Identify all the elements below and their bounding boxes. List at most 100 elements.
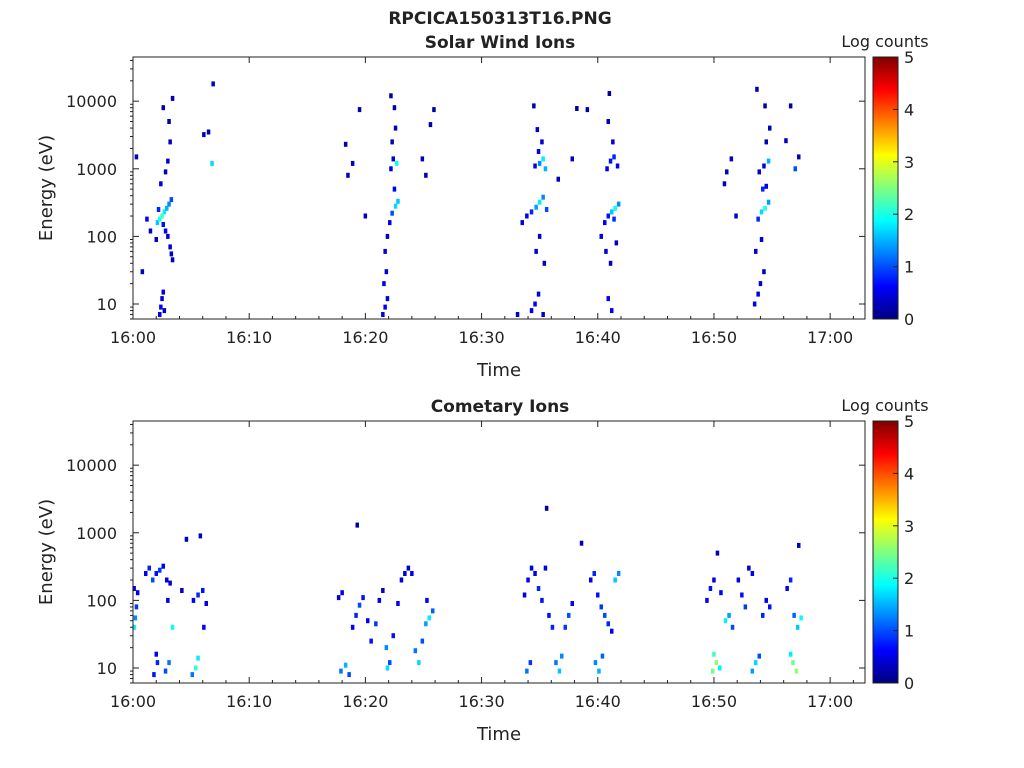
heatmap-cell (155, 220, 160, 226)
heatmap-cell (603, 220, 607, 226)
heatmap-cell (191, 597, 196, 603)
heatmap-cell (166, 158, 170, 164)
heatmap-cell (169, 197, 174, 203)
heatmap-cell (612, 216, 616, 222)
heatmap-cell (754, 248, 758, 254)
heatmap-cell (533, 301, 537, 307)
heatmap-cell (795, 624, 800, 630)
heatmap-cell (210, 160, 214, 166)
heatmap-cell (750, 668, 755, 674)
heatmap-cell (363, 213, 368, 219)
heatmap-cell (410, 571, 414, 576)
heatmap-cell (563, 624, 567, 630)
x-tick-label: 16:40 (575, 692, 621, 711)
heatmap-cell (529, 565, 534, 571)
heatmap-cell (550, 624, 555, 630)
heatmap-cell (425, 597, 429, 603)
heatmap-cell (788, 577, 793, 583)
heatmap-cell (722, 181, 727, 187)
heatmap-cell (719, 590, 723, 596)
colorbar-tick-label: 1 (904, 258, 914, 277)
heatmap-cell (390, 210, 394, 216)
heatmap-cell (354, 612, 358, 618)
heatmap-cell (705, 597, 709, 603)
heatmap-cell (381, 312, 385, 317)
heatmap-cell (167, 660, 171, 666)
heatmap-cell (768, 604, 772, 610)
heatmap-cell (616, 571, 621, 576)
heatmap-cell (579, 540, 584, 546)
heatmap-cell (615, 163, 620, 169)
heatmap-cell (343, 662, 348, 668)
heatmap-cell (606, 213, 610, 219)
heatmap-cell (154, 651, 158, 657)
heatmap-cell (543, 166, 548, 172)
heatmap-cell (152, 672, 156, 678)
colorbar: Log counts 0 1 2 3 4 5 (841, 396, 928, 693)
heatmap-cell (596, 592, 600, 598)
heatmap-cell (167, 201, 171, 207)
heatmap-cell (165, 205, 169, 211)
heatmap-cell (383, 248, 387, 254)
heatmap-cell (428, 122, 433, 128)
heatmap-cell (392, 105, 397, 111)
heatmap-cell (600, 653, 605, 659)
heatmap-cell (406, 565, 411, 571)
heatmap-cell (537, 160, 542, 166)
x-tick-label: 16:20 (342, 328, 388, 347)
heatmap-cell (163, 668, 168, 674)
y-tick-label: 10 (97, 295, 117, 314)
heatmap-cell (515, 312, 520, 317)
heatmap-cell (610, 308, 614, 314)
cometary-ions-panel: Cometary Ions 16:00 16:10 16:20 16:30 16:40 1… (36, 396, 929, 745)
heatmap-cell (369, 638, 373, 644)
heatmap-cell (616, 201, 621, 207)
heatmap-cell (169, 251, 174, 257)
heatmap-cell (162, 209, 167, 215)
x-axis-ticks: 16:00 16:10 16:20 16:30 16:40 16:50 17:00 (110, 57, 854, 347)
colorbar-label: Log counts (841, 32, 928, 51)
heatmap-cell (168, 139, 172, 145)
y-tick-label: 100 (86, 591, 117, 610)
heatmap-cell (417, 660, 421, 666)
heatmap-cell (381, 588, 385, 593)
heatmap-cell (761, 612, 765, 618)
heatmap-cell (391, 156, 395, 162)
heatmap-cell (613, 205, 617, 211)
colorbar-gradient (872, 420, 899, 684)
heatmap-cell (361, 595, 365, 601)
heatmap-cell (729, 156, 734, 162)
heatmap-cell (757, 169, 761, 175)
plot-area (132, 420, 866, 684)
y-tick-label: 10 (97, 659, 117, 678)
heatmap-cell (712, 651, 716, 657)
heatmap-cell (529, 308, 534, 314)
plot-area (132, 56, 866, 320)
heatmap-cell (180, 588, 184, 593)
heatmap-cell (134, 154, 139, 160)
heatmap-cell (608, 260, 613, 266)
heatmap-cell (792, 612, 796, 618)
heatmap-cell (135, 590, 140, 596)
heatmap-cell (762, 163, 766, 169)
colorbar-tick-label: 5 (904, 48, 914, 67)
heatmap-cell (148, 228, 153, 234)
figure-title: RPCICA150313T16.PNG (388, 9, 611, 29)
heatmap-cell (159, 181, 163, 187)
heatmap-cell (391, 633, 395, 639)
heatmap-cell (532, 103, 536, 109)
heatmap-cell (160, 296, 164, 302)
colorbar-tick-label: 5 (904, 412, 914, 431)
heatmap-cell (536, 586, 541, 591)
heatmap-cell (793, 166, 797, 172)
heatmap-cell (184, 536, 189, 542)
heatmap-cell (755, 86, 759, 92)
heatmap-cell (194, 665, 198, 671)
heatmap-cell (603, 612, 607, 618)
heatmap-cell (597, 668, 601, 674)
heatmap-cell (544, 505, 549, 511)
x-tick-label: 16:10 (226, 692, 272, 711)
heatmap-cell (599, 604, 603, 610)
heatmap-cell (383, 304, 387, 310)
heatmap-cell (154, 237, 158, 242)
